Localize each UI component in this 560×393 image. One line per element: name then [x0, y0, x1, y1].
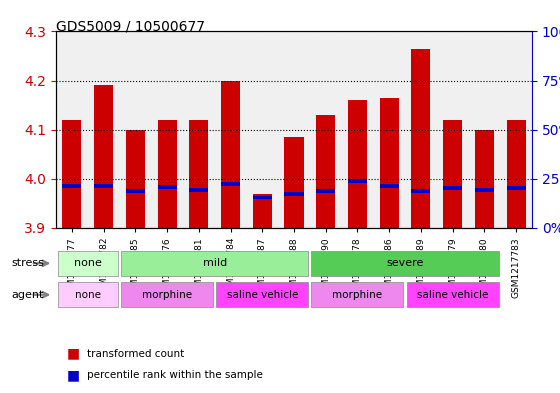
Bar — [507, 120, 526, 228]
Bar — [189, 120, 208, 228]
FancyBboxPatch shape — [216, 282, 308, 307]
Bar — [157, 185, 176, 189]
Bar — [380, 184, 399, 188]
Bar — [94, 184, 113, 188]
Text: ■: ■ — [67, 368, 80, 382]
Bar — [316, 189, 335, 193]
Text: percentile rank within the sample: percentile rank within the sample — [87, 370, 263, 380]
Bar — [412, 49, 431, 228]
Bar — [380, 98, 399, 228]
Bar — [475, 130, 494, 228]
Text: ■: ■ — [67, 347, 80, 361]
Text: none: none — [74, 290, 101, 300]
Bar — [507, 185, 526, 189]
Text: none: none — [74, 258, 102, 268]
FancyBboxPatch shape — [311, 282, 403, 307]
FancyBboxPatch shape — [407, 282, 499, 307]
FancyBboxPatch shape — [311, 251, 499, 276]
Bar — [221, 182, 240, 185]
Bar — [253, 193, 272, 228]
Bar — [253, 195, 272, 199]
Bar — [221, 81, 240, 228]
Bar — [348, 100, 367, 228]
FancyBboxPatch shape — [58, 251, 118, 276]
Text: agent: agent — [11, 290, 44, 300]
Text: saline vehicle: saline vehicle — [417, 290, 488, 300]
Bar — [62, 184, 81, 188]
Bar — [443, 120, 462, 228]
Bar — [157, 120, 176, 228]
Text: transformed count: transformed count — [87, 349, 184, 359]
FancyBboxPatch shape — [121, 282, 213, 307]
Bar — [443, 185, 462, 189]
FancyBboxPatch shape — [121, 251, 308, 276]
Bar — [284, 191, 304, 195]
FancyBboxPatch shape — [58, 282, 118, 307]
Bar — [126, 189, 145, 193]
Bar — [284, 137, 304, 228]
Text: GDS5009 / 10500677: GDS5009 / 10500677 — [56, 20, 205, 34]
Bar — [316, 115, 335, 228]
Text: severe: severe — [386, 258, 424, 268]
Text: mild: mild — [203, 258, 227, 268]
Bar — [348, 179, 367, 183]
Bar — [475, 187, 494, 191]
Bar — [94, 85, 113, 228]
Text: stress: stress — [11, 258, 44, 268]
Text: morphine: morphine — [333, 290, 382, 300]
Text: morphine: morphine — [142, 290, 192, 300]
Bar — [62, 120, 81, 228]
Text: saline vehicle: saline vehicle — [227, 290, 298, 300]
Bar — [126, 130, 145, 228]
Bar — [189, 188, 208, 192]
Bar — [412, 189, 431, 193]
